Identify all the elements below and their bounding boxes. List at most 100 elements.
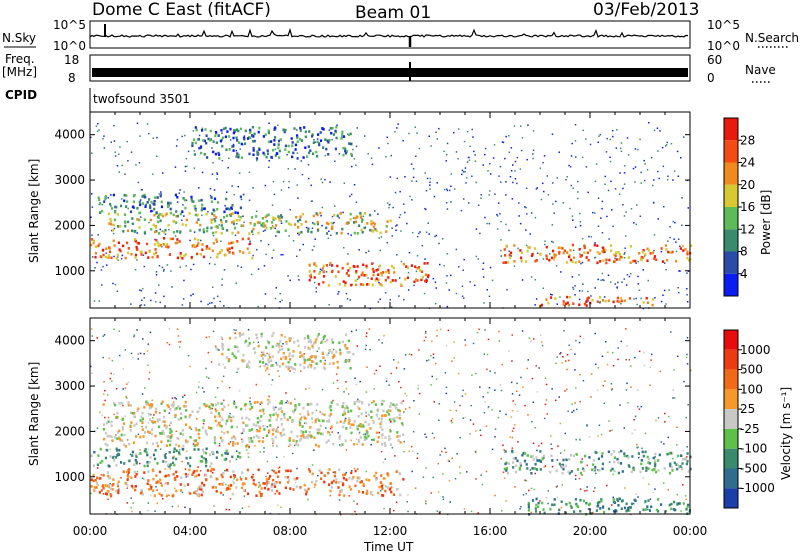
range-cell: [163, 420, 166, 424]
range-cell: [628, 297, 632, 300]
scatter-pixel: [673, 238, 675, 240]
scatter-pixel: [389, 176, 392, 178]
range-cell: [194, 141, 197, 145]
range-cell: [602, 246, 605, 249]
scatter-pixel: [633, 502, 635, 505]
scatter-pixel: [686, 353, 688, 356]
range-cell: [579, 509, 582, 513]
scatter-pixel: [367, 153, 369, 155]
range-cell: [542, 508, 545, 511]
range-cell: [628, 509, 631, 512]
range-cell: [398, 413, 401, 417]
range-cell: [371, 283, 374, 287]
scatter-pixel: [652, 491, 654, 494]
scatter-pixel: [241, 438, 243, 440]
range-cell: [229, 127, 232, 131]
range-cell: [237, 367, 240, 371]
range-cell: [387, 276, 390, 279]
range-cell: [312, 360, 315, 364]
scatter-pixel: [332, 222, 334, 225]
scatter-pixel: [391, 447, 394, 449]
range-cell: [249, 131, 252, 134]
scatter-pixel: [484, 153, 486, 156]
range-cell: [649, 252, 652, 255]
scatter-pixel: [209, 194, 212, 197]
range-cell: [251, 230, 254, 233]
scatter-pixel: [532, 153, 534, 155]
scatter-pixel: [396, 254, 398, 256]
scatter-pixel: [453, 341, 455, 343]
scatter-pixel: [320, 215, 322, 217]
scatter-pixel: [514, 403, 517, 406]
scatter-pixel: [357, 406, 359, 408]
range-cell: [314, 355, 317, 359]
range-cell: [107, 420, 110, 423]
range-cell: [338, 282, 341, 286]
scatter-pixel: [564, 432, 566, 435]
range-cell: [381, 443, 384, 446]
range-cell: [379, 283, 382, 286]
scatter-pixel: [625, 211, 627, 213]
scatter-pixel: [348, 393, 350, 395]
range-cell: [552, 258, 556, 261]
range-cell: [213, 214, 216, 217]
range-cell: [150, 209, 153, 213]
scatter-pixel: [121, 254, 124, 257]
range-cell: [135, 472, 138, 476]
station-title: Dome C East (fitACF): [92, 0, 271, 20]
range-cell: [276, 489, 279, 493]
range-cell: [671, 452, 674, 455]
scatter-pixel: [582, 283, 584, 285]
range-cell: [98, 198, 101, 201]
range-cell: [268, 429, 271, 432]
range-cell: [320, 471, 323, 475]
range-cell: [427, 274, 430, 277]
range-cell: [133, 415, 136, 418]
range-cell: [227, 417, 230, 421]
range-cell: [304, 135, 307, 139]
scatter-pixel: [503, 449, 505, 451]
scatter-pixel: [445, 386, 448, 389]
range-cell: [220, 129, 223, 132]
range-cell: [524, 452, 527, 455]
range-cell: [666, 452, 669, 456]
scatter-pixel: [205, 336, 208, 339]
x-tick-label: 16:00: [473, 524, 508, 538]
range-cell: [536, 459, 539, 462]
scatter-pixel: [334, 160, 336, 162]
scatter-pixel: [160, 191, 162, 193]
scatter-pixel: [353, 184, 356, 186]
scatter-pixel: [516, 410, 519, 412]
range-cell: [112, 239, 115, 243]
scatter-pixel: [570, 184, 573, 187]
scatter-pixel: [679, 270, 681, 272]
range-cell: [234, 442, 237, 445]
scatter-pixel: [676, 444, 678, 446]
range-cell: [391, 279, 394, 282]
scatter-pixel: [336, 124, 338, 126]
range-cell: [299, 363, 302, 367]
scatter-pixel: [383, 507, 385, 510]
scatter-pixel: [435, 234, 438, 237]
scatter-pixel: [266, 489, 268, 491]
range-cell: [669, 451, 672, 455]
range-cell: [205, 141, 208, 145]
range-cell: [117, 241, 120, 245]
scatter-pixel: [193, 150, 196, 152]
range-cell: [221, 345, 224, 349]
range-cell: [393, 417, 396, 420]
scatter-pixel: [581, 261, 584, 264]
scatter-pixel: [576, 408, 578, 411]
range-cell: [349, 142, 352, 146]
range-cell: [651, 303, 654, 307]
range-cell: [129, 429, 132, 432]
range-cell: [647, 457, 651, 461]
range-cell: [326, 338, 329, 342]
range-cell: [131, 222, 134, 226]
range-cell: [537, 501, 540, 505]
scatter-pixel: [268, 160, 270, 162]
range-cell: [360, 412, 363, 416]
scatter-pixel: [233, 329, 235, 331]
range-cell: [381, 414, 384, 418]
range-cell: [263, 364, 266, 368]
